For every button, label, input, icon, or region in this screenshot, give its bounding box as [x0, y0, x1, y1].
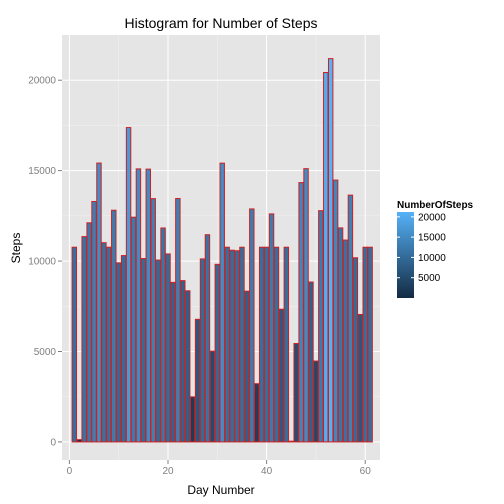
- x-tick-label: 0: [67, 466, 73, 477]
- bar: [278, 308, 285, 443]
- bar: [244, 290, 250, 443]
- bar: [140, 258, 147, 443]
- y-tick-label: 5000: [34, 347, 57, 358]
- bar: [189, 396, 196, 443]
- bar: [145, 168, 151, 443]
- legend-title: NumberOfSteps: [397, 200, 474, 211]
- bar: [313, 360, 319, 443]
- legend-ticks: 5000 10000 15000 20000: [397, 212, 446, 284]
- legend-color-bar: [397, 212, 414, 298]
- bar: [101, 242, 107, 443]
- bar: [327, 58, 334, 443]
- y-tick-label: 15000: [28, 166, 56, 177]
- bar: [185, 290, 191, 443]
- bar: [239, 246, 245, 443]
- legend-tick-label: 20000: [418, 212, 446, 223]
- bar: [130, 216, 137, 443]
- bar: [283, 246, 290, 443]
- bar: [96, 162, 102, 443]
- bar: [175, 197, 181, 443]
- bar: [111, 209, 117, 443]
- bar: [219, 162, 225, 443]
- bar: [214, 263, 221, 443]
- bar: [367, 246, 373, 443]
- legend-tick-label: 15000: [418, 233, 446, 244]
- bar: [224, 246, 230, 443]
- bar: [332, 179, 339, 443]
- bar: [258, 246, 265, 443]
- y-axis: 0 5000 10000 15000 20000: [28, 76, 62, 448]
- bar: [86, 222, 92, 443]
- bar: [150, 198, 156, 443]
- bar: [106, 246, 112, 443]
- bar: [165, 253, 171, 443]
- bar: [170, 281, 176, 443]
- x-tick-label: 60: [360, 466, 372, 477]
- bar: [303, 168, 309, 443]
- y-tick-label: 20000: [28, 76, 56, 87]
- bar: [293, 343, 299, 443]
- bar: [352, 257, 359, 443]
- bar: [273, 246, 280, 443]
- bar: [204, 234, 211, 443]
- bar: [194, 318, 201, 443]
- bar: [263, 246, 270, 443]
- bar: [229, 249, 235, 443]
- y-tick-label: 10000: [28, 257, 56, 268]
- bar: [318, 210, 324, 443]
- bar: [362, 246, 368, 443]
- bar: [160, 227, 166, 443]
- chart-title: Histogram for Number of Steps: [125, 15, 318, 31]
- bar: [199, 258, 206, 443]
- bar: [357, 313, 363, 443]
- bar: [91, 200, 97, 443]
- bar: [115, 262, 122, 443]
- x-tick-label: 40: [261, 466, 273, 477]
- bar: [249, 208, 255, 443]
- bar: [155, 259, 161, 443]
- bar: [268, 213, 275, 443]
- bar: [180, 280, 186, 443]
- bar: [288, 440, 294, 443]
- bar: [135, 168, 142, 443]
- bar: [298, 182, 304, 443]
- x-tick-label: 20: [162, 466, 174, 477]
- legend-tick-label: 10000: [418, 253, 446, 264]
- x-axis: 0 20 40 60: [67, 460, 372, 477]
- bar: [347, 194, 354, 443]
- bar: [234, 250, 240, 443]
- y-tick-label: 0: [50, 437, 56, 448]
- bar: [71, 246, 78, 443]
- bar: [342, 239, 349, 443]
- bar: [254, 383, 260, 443]
- bar: [120, 255, 127, 443]
- legend-tick-label: 5000: [418, 273, 441, 284]
- x-axis-title: Day Number: [187, 483, 254, 497]
- bar: [76, 439, 82, 443]
- bar: [337, 227, 344, 443]
- bar: [125, 127, 132, 443]
- bar: [81, 236, 87, 443]
- y-axis-title: Steps: [9, 233, 23, 264]
- bar: [308, 281, 314, 443]
- bar: [323, 71, 329, 443]
- bar: [209, 350, 216, 443]
- color-legend: NumberOfSteps 5000 10000 15000 20000: [397, 200, 474, 298]
- bars: [71, 58, 373, 443]
